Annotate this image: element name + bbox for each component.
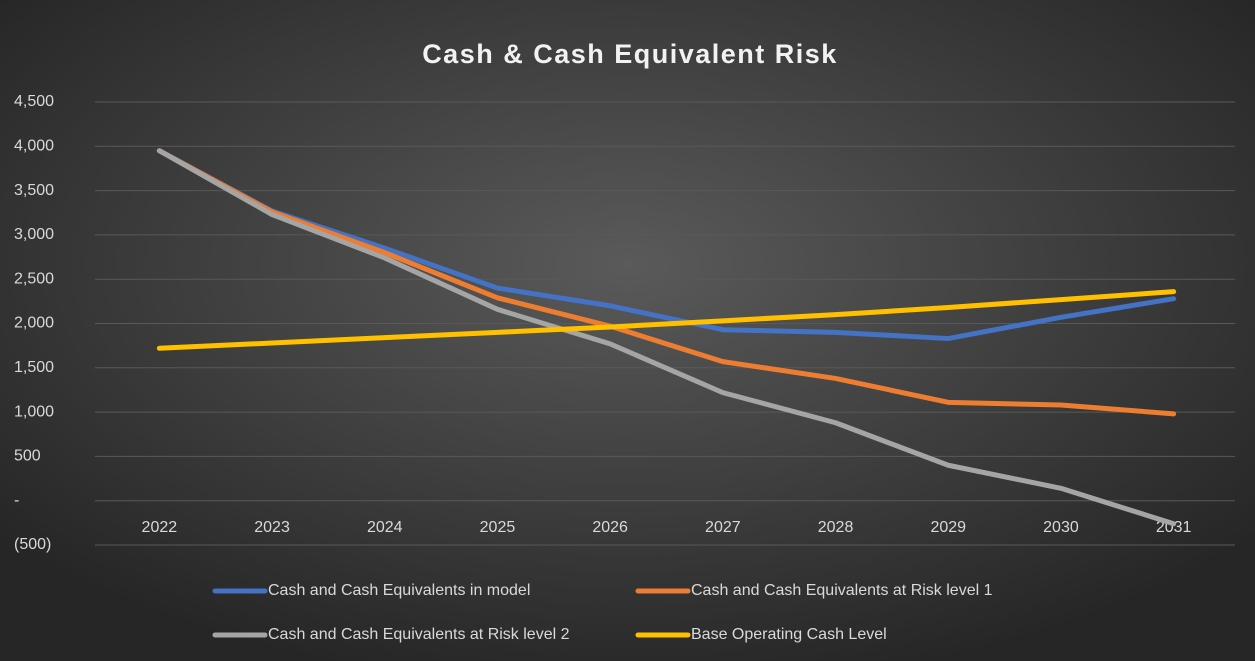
y-tick-label: 1,500 — [14, 359, 54, 376]
series-line — [156, 148, 1177, 527]
y-tick-label: 2,500 — [14, 270, 54, 287]
x-tick-label: 2028 — [818, 519, 854, 536]
x-tick-label: 2022 — [142, 519, 178, 536]
x-tick-label: 2030 — [1043, 519, 1079, 536]
legend-label: Cash and Cash Equivalents at Risk level … — [691, 582, 993, 599]
x-tick-label: 2025 — [480, 519, 516, 536]
y-tick-label: 500 — [14, 448, 41, 465]
y-tick-label: 4,500 — [14, 93, 54, 110]
y-tick-label: 1,000 — [14, 403, 54, 420]
series-line — [156, 148, 1177, 417]
y-tick-label: - — [14, 492, 19, 509]
x-tick-label: 2024 — [367, 519, 403, 536]
y-tick-label: 4,000 — [14, 138, 54, 155]
chart-title: Cash & Cash Equivalent Risk — [422, 39, 838, 69]
x-tick-label: 2023 — [254, 519, 290, 536]
y-tick-label: 3,000 — [14, 226, 54, 243]
legend-label: Cash and Cash Equivalents at Risk level … — [268, 626, 570, 643]
x-tick-label: 2026 — [592, 519, 628, 536]
x-tick-label: 2029 — [930, 519, 966, 536]
y-tick-label: 3,500 — [14, 182, 54, 199]
series-line — [156, 289, 1177, 351]
x-tick-label: 2027 — [705, 519, 741, 536]
y-tick-label: 2,000 — [14, 315, 54, 332]
legend-label: Cash and Cash Equivalents in model — [268, 582, 530, 599]
legend-label: Base Operating Cash Level — [691, 626, 887, 643]
y-tick-label: (500) — [14, 536, 51, 553]
